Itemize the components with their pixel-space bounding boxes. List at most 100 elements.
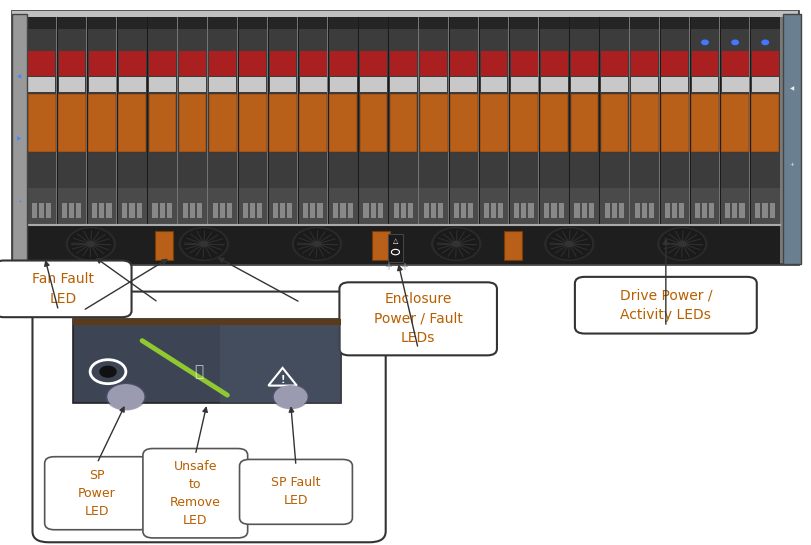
FancyBboxPatch shape bbox=[58, 94, 86, 153]
FancyBboxPatch shape bbox=[208, 187, 237, 225]
Circle shape bbox=[547, 229, 590, 259]
FancyBboxPatch shape bbox=[118, 187, 146, 225]
FancyBboxPatch shape bbox=[28, 17, 56, 29]
FancyBboxPatch shape bbox=[599, 17, 628, 29]
FancyBboxPatch shape bbox=[604, 203, 609, 217]
Text: ✋: ✋ bbox=[194, 364, 204, 379]
FancyBboxPatch shape bbox=[28, 17, 56, 225]
FancyBboxPatch shape bbox=[298, 17, 327, 29]
FancyBboxPatch shape bbox=[152, 203, 157, 217]
FancyBboxPatch shape bbox=[694, 203, 699, 217]
FancyBboxPatch shape bbox=[540, 77, 567, 92]
FancyBboxPatch shape bbox=[634, 203, 639, 217]
FancyBboxPatch shape bbox=[479, 187, 508, 225]
FancyBboxPatch shape bbox=[118, 77, 145, 92]
FancyBboxPatch shape bbox=[450, 77, 477, 92]
FancyBboxPatch shape bbox=[62, 203, 67, 217]
FancyBboxPatch shape bbox=[629, 17, 659, 225]
FancyBboxPatch shape bbox=[303, 203, 308, 217]
FancyBboxPatch shape bbox=[238, 187, 267, 225]
FancyBboxPatch shape bbox=[573, 203, 579, 217]
FancyBboxPatch shape bbox=[179, 77, 206, 92]
FancyBboxPatch shape bbox=[88, 17, 116, 225]
FancyBboxPatch shape bbox=[39, 203, 44, 217]
FancyBboxPatch shape bbox=[143, 449, 247, 538]
Circle shape bbox=[272, 385, 308, 409]
FancyBboxPatch shape bbox=[88, 17, 116, 29]
FancyBboxPatch shape bbox=[32, 292, 385, 542]
FancyBboxPatch shape bbox=[92, 203, 97, 217]
FancyBboxPatch shape bbox=[208, 17, 237, 29]
FancyBboxPatch shape bbox=[750, 17, 779, 29]
FancyBboxPatch shape bbox=[118, 94, 146, 153]
FancyBboxPatch shape bbox=[358, 17, 387, 29]
Text: Unsafe
to
Remove
LED: Unsafe to Remove LED bbox=[169, 460, 221, 526]
FancyBboxPatch shape bbox=[611, 203, 616, 217]
FancyBboxPatch shape bbox=[73, 319, 341, 325]
Circle shape bbox=[67, 227, 115, 261]
FancyBboxPatch shape bbox=[178, 94, 206, 153]
FancyBboxPatch shape bbox=[377, 203, 382, 217]
FancyBboxPatch shape bbox=[32, 203, 37, 217]
FancyBboxPatch shape bbox=[509, 17, 538, 29]
FancyBboxPatch shape bbox=[690, 187, 719, 225]
FancyBboxPatch shape bbox=[708, 203, 714, 217]
FancyBboxPatch shape bbox=[570, 77, 597, 92]
FancyBboxPatch shape bbox=[732, 203, 736, 217]
FancyBboxPatch shape bbox=[76, 203, 81, 217]
FancyBboxPatch shape bbox=[340, 203, 345, 217]
FancyBboxPatch shape bbox=[491, 203, 496, 217]
FancyBboxPatch shape bbox=[28, 51, 55, 76]
Text: ◀: ◀ bbox=[788, 86, 793, 92]
FancyBboxPatch shape bbox=[148, 17, 177, 225]
FancyBboxPatch shape bbox=[453, 203, 458, 217]
FancyBboxPatch shape bbox=[208, 17, 237, 225]
FancyBboxPatch shape bbox=[648, 203, 654, 217]
FancyBboxPatch shape bbox=[389, 51, 417, 76]
FancyBboxPatch shape bbox=[209, 51, 236, 76]
Circle shape bbox=[565, 241, 573, 246]
Circle shape bbox=[87, 241, 94, 246]
FancyBboxPatch shape bbox=[12, 11, 797, 17]
FancyBboxPatch shape bbox=[599, 17, 628, 225]
FancyBboxPatch shape bbox=[479, 17, 508, 29]
FancyBboxPatch shape bbox=[570, 51, 597, 76]
FancyBboxPatch shape bbox=[129, 203, 135, 217]
FancyBboxPatch shape bbox=[600, 51, 627, 76]
FancyBboxPatch shape bbox=[88, 187, 116, 225]
FancyBboxPatch shape bbox=[420, 77, 447, 92]
FancyBboxPatch shape bbox=[569, 17, 598, 29]
FancyBboxPatch shape bbox=[358, 187, 387, 225]
Circle shape bbox=[179, 227, 228, 261]
FancyBboxPatch shape bbox=[509, 94, 538, 153]
FancyBboxPatch shape bbox=[762, 203, 766, 217]
FancyBboxPatch shape bbox=[242, 203, 247, 217]
FancyBboxPatch shape bbox=[721, 77, 748, 92]
FancyBboxPatch shape bbox=[449, 17, 478, 29]
FancyBboxPatch shape bbox=[660, 94, 688, 153]
FancyBboxPatch shape bbox=[769, 203, 774, 217]
FancyBboxPatch shape bbox=[509, 17, 538, 225]
FancyBboxPatch shape bbox=[347, 203, 352, 217]
FancyBboxPatch shape bbox=[449, 187, 478, 225]
FancyBboxPatch shape bbox=[540, 94, 568, 153]
FancyBboxPatch shape bbox=[574, 277, 756, 334]
FancyBboxPatch shape bbox=[46, 203, 51, 217]
FancyBboxPatch shape bbox=[479, 94, 507, 153]
FancyBboxPatch shape bbox=[504, 231, 521, 261]
FancyBboxPatch shape bbox=[317, 203, 322, 217]
FancyBboxPatch shape bbox=[479, 17, 508, 225]
FancyBboxPatch shape bbox=[660, 17, 689, 29]
Text: Drive Power /
Activity LEDs: Drive Power / Activity LEDs bbox=[619, 288, 711, 322]
Text: SP Fault
LED: SP Fault LED bbox=[271, 476, 320, 507]
FancyBboxPatch shape bbox=[480, 51, 507, 76]
FancyBboxPatch shape bbox=[12, 11, 797, 264]
Circle shape bbox=[678, 241, 685, 246]
FancyBboxPatch shape bbox=[629, 187, 659, 225]
FancyBboxPatch shape bbox=[299, 51, 326, 76]
FancyBboxPatch shape bbox=[45, 457, 149, 530]
FancyBboxPatch shape bbox=[581, 203, 586, 217]
FancyBboxPatch shape bbox=[420, 51, 447, 76]
FancyBboxPatch shape bbox=[58, 187, 86, 225]
FancyBboxPatch shape bbox=[178, 17, 207, 29]
